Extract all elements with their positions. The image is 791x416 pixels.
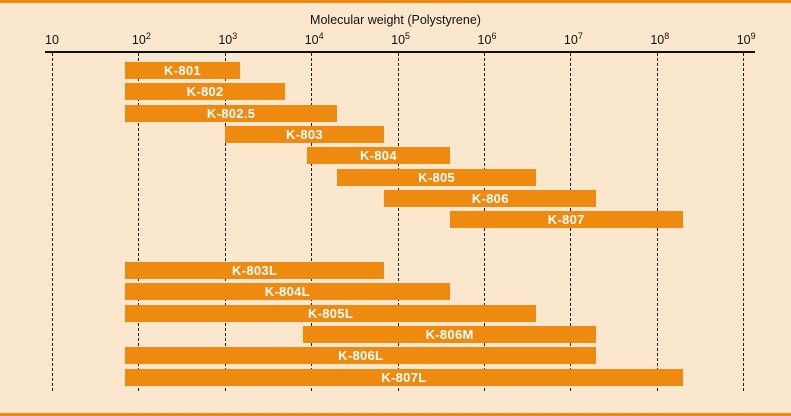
range-bar-K-806: K-806 xyxy=(384,190,597,208)
tick-exponent: 2 xyxy=(145,31,151,41)
tick-base: 10 xyxy=(218,33,233,47)
gridline-10e5 xyxy=(397,53,399,391)
range-bar-label: K-806 xyxy=(471,191,509,207)
gridline-10e2 xyxy=(138,53,140,391)
range-bar-K-802.5: K-802.5 xyxy=(125,104,338,122)
range-bar-K-803: K-803 xyxy=(224,126,385,144)
x-tick-label: 10 xyxy=(45,32,59,48)
gridline-10e9 xyxy=(743,53,745,391)
gridline-10e1 xyxy=(52,53,53,391)
range-bar-K-802: K-802 xyxy=(125,83,286,101)
tick-exponent: 6 xyxy=(491,31,497,41)
tick-base: 10 xyxy=(736,33,751,47)
range-bar-label: K-802.5 xyxy=(206,105,256,121)
range-bar-label: K-805 xyxy=(418,169,456,185)
x-axis-line xyxy=(45,51,755,53)
range-bar-K-807: K-807 xyxy=(449,211,683,229)
range-bar-label: K-806L xyxy=(338,348,384,364)
range-bar-K-801: K-801 xyxy=(125,62,240,79)
range-bar-label: K-803L xyxy=(232,263,278,278)
x-tick-label: 107 xyxy=(563,31,583,48)
range-bar-K-804: K-804 xyxy=(307,147,450,165)
range-bar-K-806M: K-806M xyxy=(302,326,597,344)
tick-exponent: 3 xyxy=(232,31,238,41)
range-bar-label: K-802 xyxy=(186,84,224,100)
range-bar-label: K-805L xyxy=(307,305,354,321)
gridline-10e4 xyxy=(311,53,313,391)
bottom-border-line xyxy=(0,413,791,416)
range-bar-K-807L: K-807L xyxy=(125,368,683,386)
range-bar-K-806L: K-806L xyxy=(125,347,597,365)
tick-base: 10 xyxy=(391,33,406,47)
x-tick-label: 103 xyxy=(218,31,238,48)
range-bar-label: K-806M xyxy=(425,327,474,343)
gridline-10e3 xyxy=(224,53,226,391)
tick-exponent: 4 xyxy=(318,31,324,41)
top-border-line xyxy=(0,0,791,3)
range-bar-label: K-807L xyxy=(381,369,427,385)
tick-base: 10 xyxy=(131,33,146,47)
x-tick-label: 108 xyxy=(650,31,670,48)
tick-base: 10 xyxy=(563,33,578,47)
x-tick-label: 102 xyxy=(131,31,151,48)
range-bar-label: K-807 xyxy=(547,212,585,228)
tick-base: 10 xyxy=(304,33,319,47)
range-bar-K-805L: K-805L xyxy=(125,304,537,322)
x-tick-label: 105 xyxy=(391,31,411,48)
range-bar-K-803L: K-803L xyxy=(125,262,385,279)
tick-base: 10 xyxy=(650,33,665,47)
tick-exponent: 9 xyxy=(750,31,756,41)
range-bar-label: K-801 xyxy=(164,63,201,78)
chart-title: Molecular weight (Polystyrene) xyxy=(310,13,481,27)
tick-base: 10 xyxy=(477,33,492,47)
range-bar-K-804L: K-804L xyxy=(125,283,450,301)
range-bar-K-805: K-805 xyxy=(337,168,536,186)
tick-exponent: 5 xyxy=(405,31,411,41)
tick-exponent: 7 xyxy=(577,31,583,41)
x-tick-label: 109 xyxy=(736,31,756,48)
tick-base: 10 xyxy=(45,33,59,47)
x-tick-label: 104 xyxy=(304,31,324,48)
tick-exponent: 8 xyxy=(664,31,670,41)
range-bar-label: K-803 xyxy=(286,127,323,143)
range-bar-label: K-804L xyxy=(264,284,310,300)
range-bar-label: K-804 xyxy=(359,148,397,164)
x-tick-label: 106 xyxy=(477,31,497,48)
